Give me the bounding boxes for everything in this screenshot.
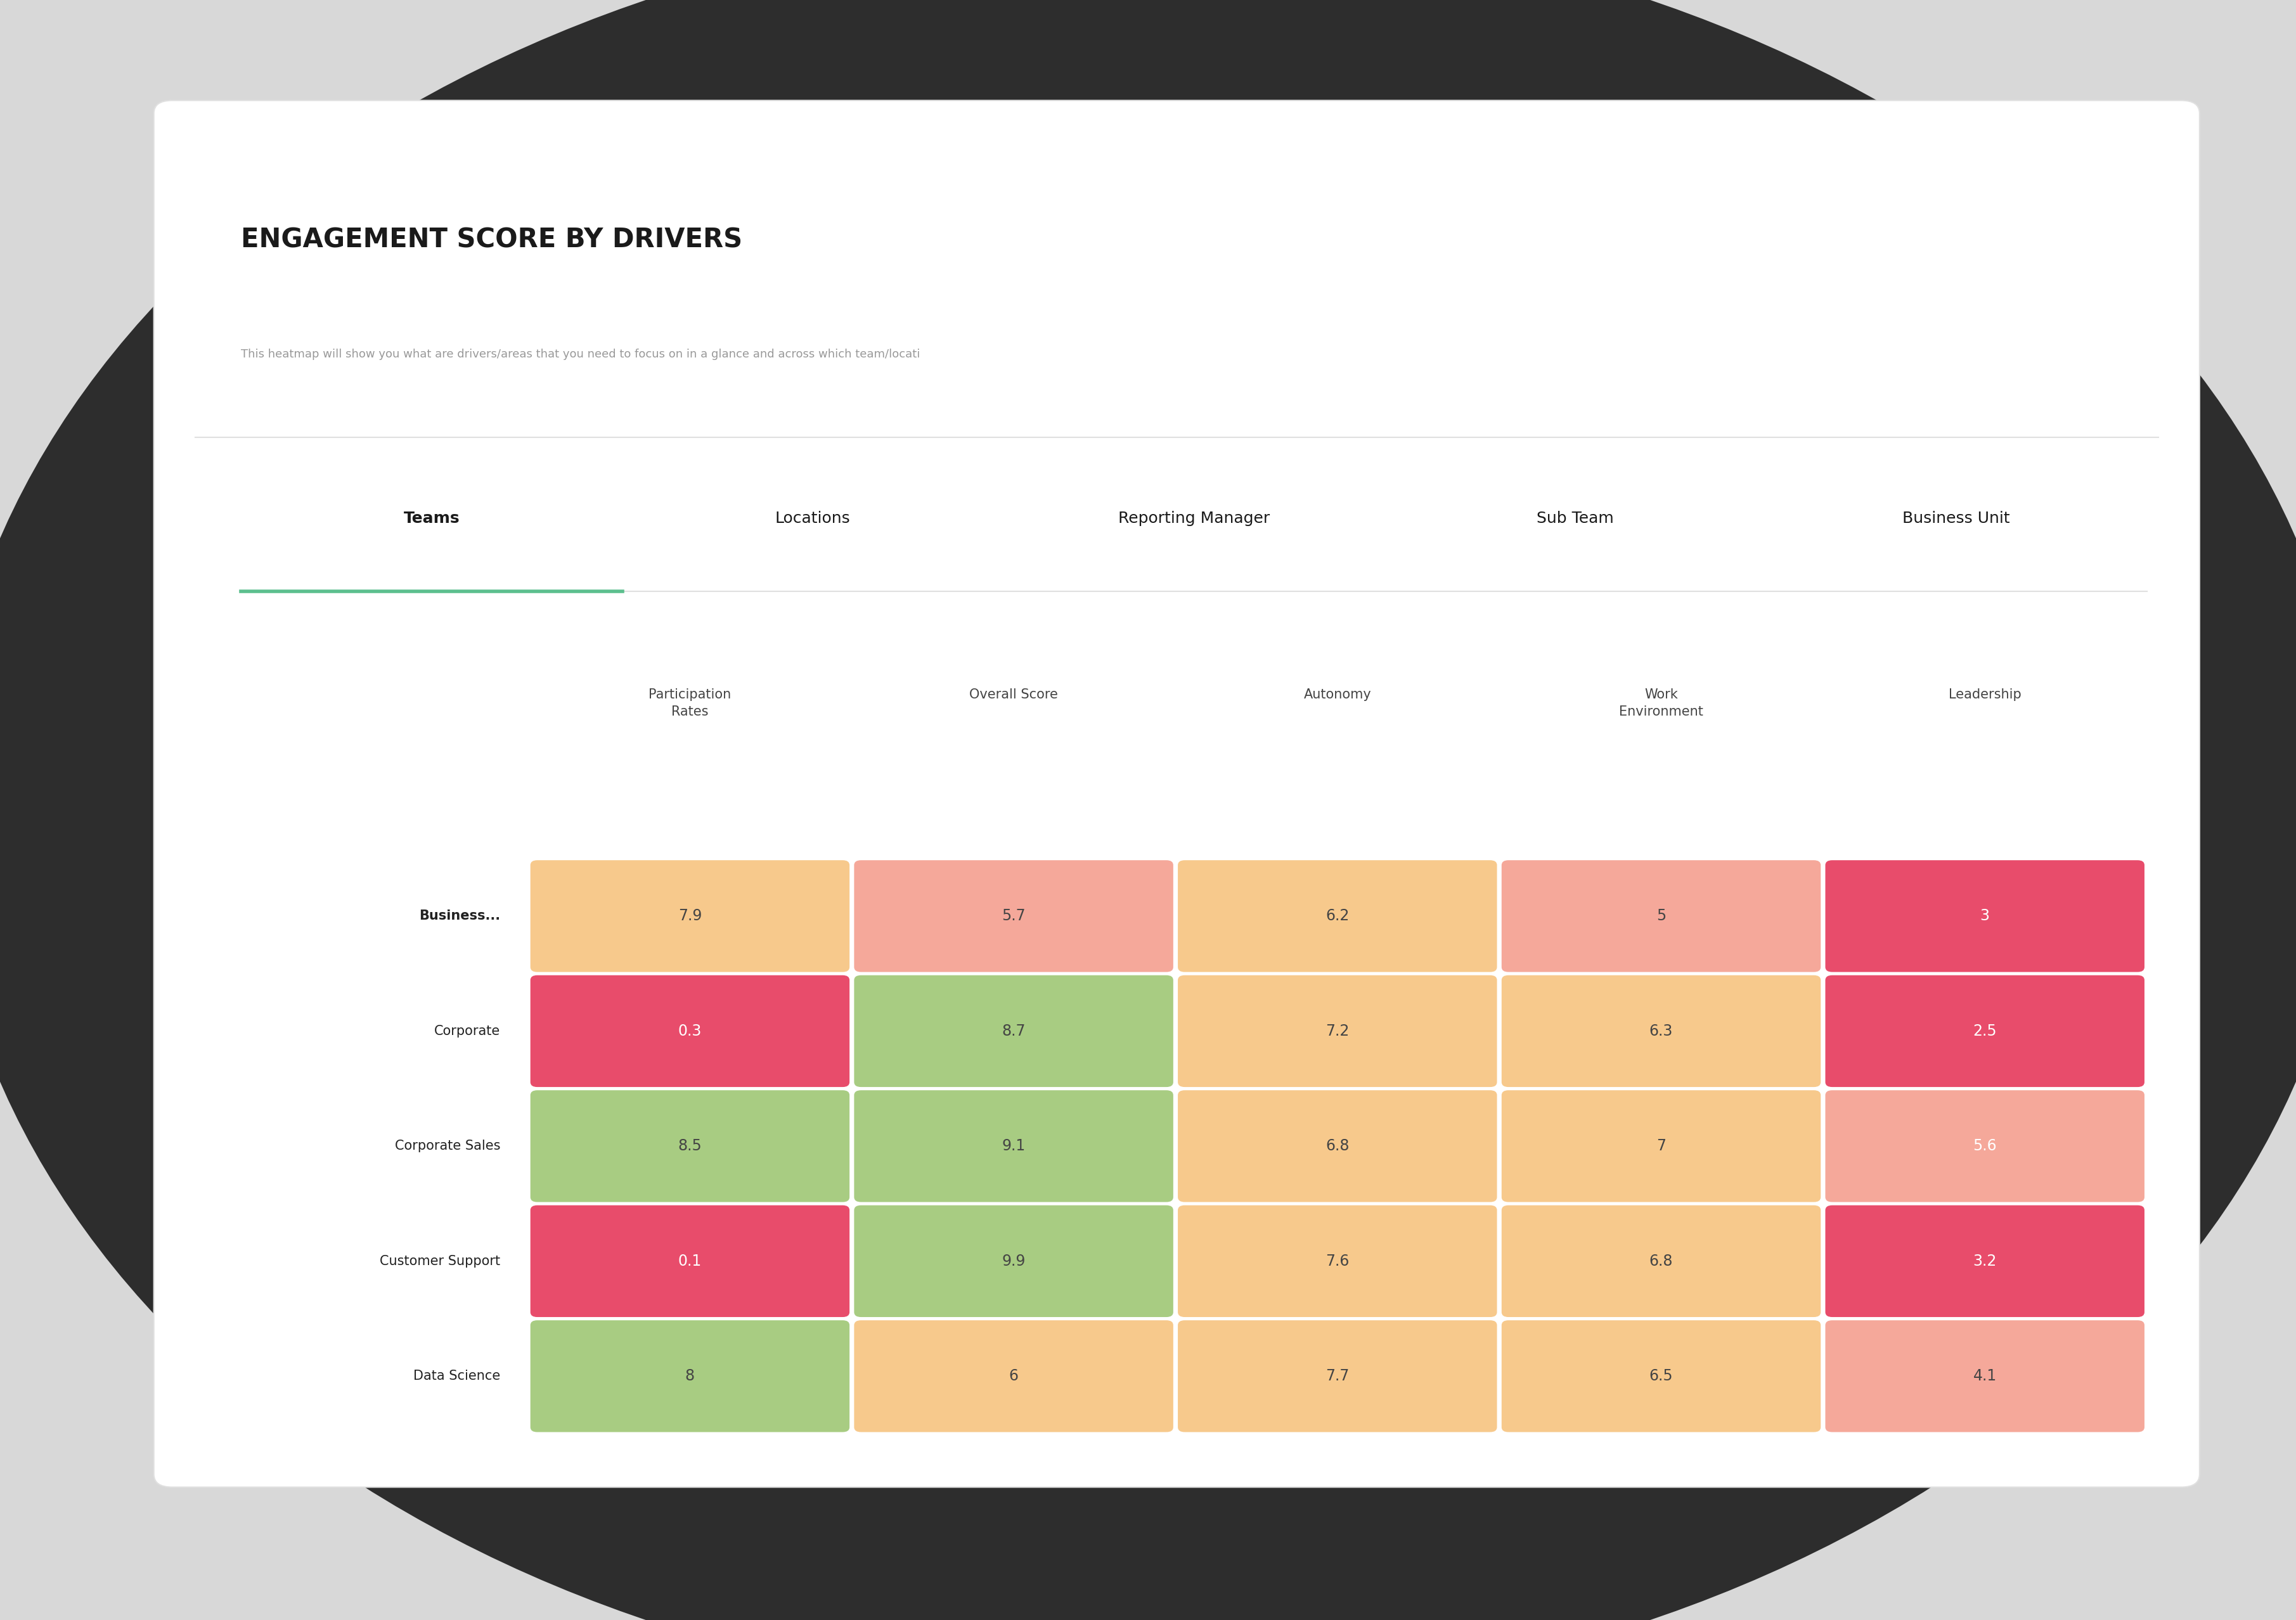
Text: 9.1: 9.1: [1001, 1139, 1026, 1153]
Text: 3.2: 3.2: [1972, 1254, 1998, 1268]
FancyBboxPatch shape: [1502, 1205, 1821, 1317]
Text: 4.1: 4.1: [1972, 1369, 1998, 1383]
FancyBboxPatch shape: [530, 1320, 850, 1432]
FancyBboxPatch shape: [1178, 860, 1497, 972]
FancyBboxPatch shape: [1502, 1090, 1821, 1202]
FancyBboxPatch shape: [854, 975, 1173, 1087]
Text: Leadership: Leadership: [1949, 688, 2020, 701]
Text: 5.6: 5.6: [1972, 1139, 1998, 1153]
Text: Corporate Sales: Corporate Sales: [395, 1140, 501, 1152]
FancyBboxPatch shape: [854, 1320, 1173, 1432]
Text: 6.8: 6.8: [1649, 1254, 1674, 1268]
Text: 6: 6: [1008, 1369, 1019, 1383]
FancyBboxPatch shape: [1825, 1090, 2144, 1202]
FancyBboxPatch shape: [854, 1205, 1173, 1317]
Text: Work
Environment: Work Environment: [1619, 688, 1704, 718]
Text: 7: 7: [1655, 1139, 1667, 1153]
Text: Locations: Locations: [776, 510, 850, 527]
Text: 7.2: 7.2: [1325, 1024, 1350, 1038]
Text: 8.7: 8.7: [1001, 1024, 1026, 1038]
FancyBboxPatch shape: [1825, 860, 2144, 972]
Text: Participation
Rates: Participation Rates: [650, 688, 730, 718]
Text: 0.3: 0.3: [677, 1024, 703, 1038]
Text: Business Unit: Business Unit: [1903, 510, 2009, 527]
FancyBboxPatch shape: [1502, 860, 1821, 972]
Text: Autonomy: Autonomy: [1304, 688, 1371, 701]
Text: 9.9: 9.9: [1001, 1254, 1026, 1268]
FancyBboxPatch shape: [1178, 975, 1497, 1087]
FancyBboxPatch shape: [1178, 1090, 1497, 1202]
Text: 2.5: 2.5: [1972, 1024, 1998, 1038]
Text: 8: 8: [684, 1369, 696, 1383]
FancyBboxPatch shape: [1502, 975, 1821, 1087]
Text: Reporting Manager: Reporting Manager: [1118, 510, 1270, 527]
Text: 0.1: 0.1: [677, 1254, 703, 1268]
FancyBboxPatch shape: [1502, 1320, 1821, 1432]
Text: Overall Score: Overall Score: [969, 688, 1058, 701]
Text: Data Science: Data Science: [413, 1371, 501, 1382]
FancyBboxPatch shape: [1825, 975, 2144, 1087]
Text: Teams: Teams: [404, 510, 459, 527]
Text: Business...: Business...: [420, 910, 501, 922]
Text: 7.7: 7.7: [1325, 1369, 1350, 1383]
Text: Customer Support: Customer Support: [381, 1256, 501, 1267]
Text: 5: 5: [1655, 909, 1667, 923]
FancyBboxPatch shape: [154, 100, 2200, 1487]
Text: 7.6: 7.6: [1325, 1254, 1350, 1268]
FancyBboxPatch shape: [854, 1090, 1173, 1202]
Text: 6.5: 6.5: [1649, 1369, 1674, 1383]
FancyBboxPatch shape: [530, 860, 850, 972]
Text: 7.9: 7.9: [677, 909, 703, 923]
FancyBboxPatch shape: [1825, 1205, 2144, 1317]
Text: 6.8: 6.8: [1325, 1139, 1350, 1153]
FancyBboxPatch shape: [854, 860, 1173, 972]
Text: This heatmap will show you what are drivers/areas that you need to focus on in a: This heatmap will show you what are driv…: [241, 348, 921, 360]
Text: 8.5: 8.5: [677, 1139, 703, 1153]
FancyBboxPatch shape: [1825, 1320, 2144, 1432]
FancyBboxPatch shape: [530, 975, 850, 1087]
FancyBboxPatch shape: [1178, 1320, 1497, 1432]
Text: ENGAGEMENT SCORE BY DRIVERS: ENGAGEMENT SCORE BY DRIVERS: [241, 227, 742, 253]
Text: Sub Team: Sub Team: [1536, 510, 1614, 527]
Text: Corporate: Corporate: [434, 1025, 501, 1037]
Text: 5.7: 5.7: [1001, 909, 1026, 923]
FancyBboxPatch shape: [530, 1090, 850, 1202]
Text: 3: 3: [1979, 909, 1991, 923]
Text: 6.2: 6.2: [1325, 909, 1350, 923]
FancyBboxPatch shape: [530, 1205, 850, 1317]
FancyBboxPatch shape: [1178, 1205, 1497, 1317]
Text: 6.3: 6.3: [1649, 1024, 1674, 1038]
